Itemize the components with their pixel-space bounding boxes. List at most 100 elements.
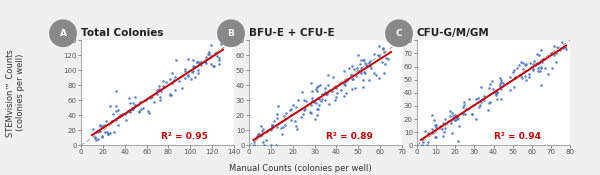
- Point: [428, 113, 437, 116]
- Point: [423, 141, 433, 144]
- Point: [551, 51, 560, 54]
- Point: [299, 98, 309, 101]
- Point: [380, 62, 390, 65]
- Point: [547, 51, 556, 54]
- Point: [293, 99, 303, 102]
- Point: [505, 76, 515, 79]
- Point: [183, 57, 193, 60]
- Point: [106, 132, 115, 135]
- Point: [117, 112, 127, 115]
- Point: [550, 54, 559, 56]
- Point: [204, 53, 214, 56]
- Point: [307, 90, 317, 92]
- Point: [460, 112, 470, 115]
- Point: [440, 118, 449, 121]
- Point: [310, 100, 319, 103]
- Point: [479, 99, 488, 102]
- Point: [112, 90, 121, 93]
- Point: [497, 97, 506, 100]
- Point: [445, 109, 455, 112]
- Point: [534, 54, 544, 56]
- Point: [155, 85, 164, 87]
- Point: [196, 64, 206, 66]
- Point: [259, 144, 269, 147]
- Point: [208, 65, 218, 67]
- Point: [353, 54, 363, 56]
- Point: [490, 92, 499, 94]
- Point: [379, 71, 389, 74]
- Point: [484, 109, 493, 112]
- Point: [510, 77, 520, 79]
- Point: [439, 135, 448, 138]
- Point: [485, 100, 495, 103]
- Point: [369, 52, 379, 55]
- Point: [365, 64, 374, 67]
- Point: [309, 99, 319, 102]
- Point: [128, 106, 138, 109]
- Point: [134, 110, 144, 113]
- Point: [272, 112, 281, 115]
- Point: [281, 111, 290, 114]
- Point: [531, 62, 541, 65]
- Point: [378, 47, 388, 50]
- Point: [145, 96, 154, 99]
- Point: [113, 124, 123, 127]
- Point: [479, 95, 489, 98]
- Point: [311, 102, 320, 104]
- Point: [422, 144, 431, 147]
- Point: [136, 108, 146, 110]
- Point: [349, 68, 358, 70]
- Point: [307, 96, 316, 99]
- Point: [291, 106, 301, 108]
- Point: [492, 97, 502, 100]
- Point: [369, 71, 379, 74]
- Point: [97, 124, 107, 127]
- Point: [200, 60, 210, 63]
- Point: [299, 109, 308, 111]
- Point: [206, 62, 216, 65]
- Point: [328, 76, 337, 79]
- Point: [374, 45, 383, 47]
- Point: [448, 114, 458, 117]
- Point: [521, 78, 530, 81]
- Point: [485, 83, 494, 85]
- Point: [106, 104, 115, 107]
- Text: BFU-E + CFU-E: BFU-E + CFU-E: [249, 28, 335, 38]
- Point: [217, 43, 226, 46]
- Point: [347, 65, 357, 67]
- Point: [471, 118, 481, 121]
- Point: [107, 119, 117, 122]
- Point: [267, 126, 277, 129]
- Point: [342, 79, 352, 81]
- Point: [170, 76, 180, 79]
- Point: [206, 44, 216, 47]
- Point: [169, 78, 178, 81]
- Point: [317, 93, 327, 95]
- Point: [446, 121, 455, 124]
- Point: [557, 41, 566, 44]
- Point: [307, 100, 317, 103]
- Point: [155, 99, 165, 102]
- Point: [496, 81, 505, 84]
- Point: [183, 74, 193, 77]
- Point: [180, 67, 190, 70]
- Point: [170, 89, 180, 92]
- Point: [158, 79, 167, 82]
- Point: [373, 53, 383, 56]
- Point: [364, 62, 374, 65]
- Point: [127, 107, 137, 109]
- Point: [320, 90, 330, 93]
- Point: [313, 108, 323, 110]
- Point: [528, 69, 538, 72]
- Point: [135, 101, 145, 104]
- Point: [90, 136, 100, 139]
- Point: [205, 51, 214, 54]
- Point: [92, 139, 101, 142]
- Point: [491, 90, 500, 92]
- Point: [547, 67, 557, 69]
- Point: [193, 61, 202, 64]
- Point: [374, 54, 383, 57]
- Point: [453, 117, 463, 120]
- Point: [383, 57, 393, 60]
- Point: [358, 78, 368, 81]
